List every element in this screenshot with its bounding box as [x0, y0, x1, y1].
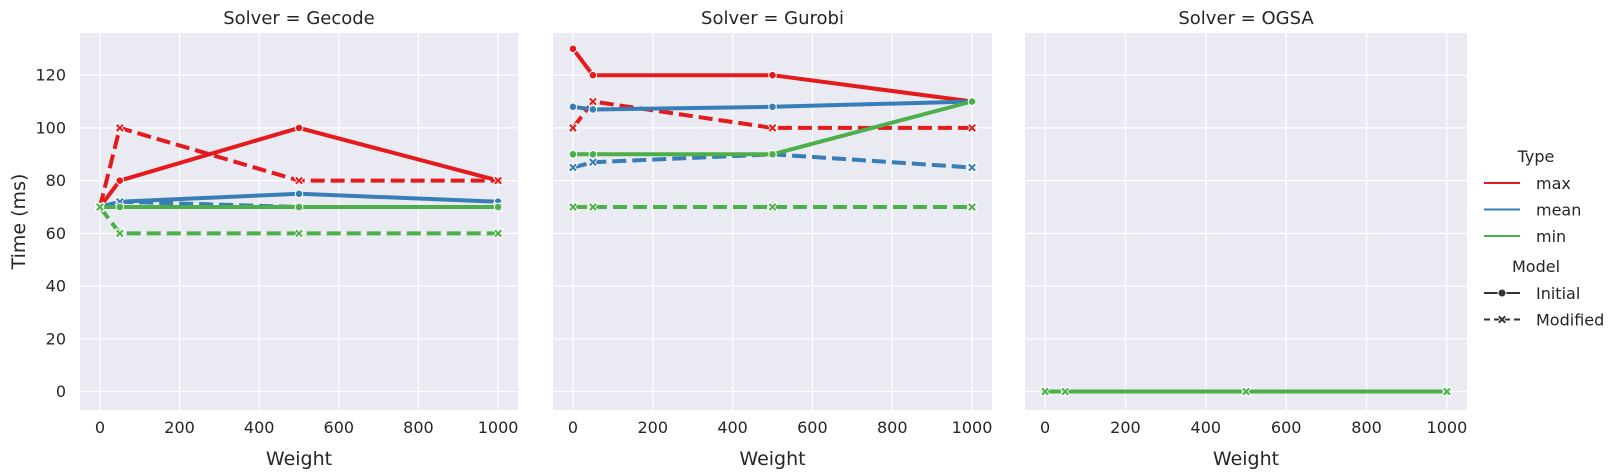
x-tick-label: 1000	[478, 418, 519, 437]
x-tick-label: 0	[95, 418, 105, 437]
x-tick-label: 0	[1040, 418, 1050, 437]
series-line-max-modified	[97, 125, 499, 208]
data-point-max-modified	[114, 122, 125, 133]
data-point-min-modified	[1040, 386, 1051, 397]
legend-label-min: min	[1536, 227, 1566, 246]
series-line-mean-modified	[572, 152, 973, 170]
data-point-mean-modified	[587, 157, 598, 168]
x-tick-label: 1000	[1427, 418, 1468, 437]
facet-background	[80, 33, 518, 410]
legend-marker-modified	[1497, 314, 1507, 325]
legend-label-mean: mean	[1536, 201, 1581, 220]
data-point-min-modified	[1441, 386, 1452, 397]
data-point-min-initial	[768, 149, 777, 159]
data-point-min-modified	[94, 202, 105, 212]
data-point-max-initial	[294, 123, 304, 133]
data-point-max-initial	[568, 44, 578, 54]
data-point-min-modified	[1060, 386, 1071, 397]
legend-label-max: max	[1536, 174, 1571, 193]
y-tick-label: 80	[46, 171, 66, 190]
y-tick-label: 20	[46, 329, 66, 348]
data-point-min-modified	[293, 228, 305, 239]
y-tick-label: 40	[46, 277, 66, 296]
x-tick-label: 200	[164, 418, 195, 437]
series-line-mean-modified	[99, 199, 499, 209]
x-axis-label: Weight	[266, 448, 332, 470]
data-point-max-modified	[293, 175, 305, 186]
x-tick-label: 200	[1110, 418, 1141, 437]
x-axis-label: Weight	[1213, 448, 1279, 470]
legend-marker-initial	[1497, 288, 1507, 298]
x-tick-label: 400	[244, 418, 275, 437]
y-tick-label: 0	[56, 382, 66, 401]
series-line-min-initial	[573, 99, 973, 157]
facets-layer: 0 200 400 600 800 1000 0 20 40 60 80 100 120 Time (ms…	[8, 8, 1467, 470]
series-line-max-modified	[571, 99, 972, 130]
data-point-mean-initial	[568, 102, 578, 112]
data-point-max-modified	[967, 122, 978, 133]
legend-label-initial: Initial	[1536, 284, 1580, 303]
legend: Type max mean min Model Initial Modified	[1484, 147, 1604, 330]
x-tick-label: 600	[324, 418, 355, 437]
facet-title: Solver = Gecode	[223, 8, 375, 29]
facet-title: Solver = OGSA	[1178, 8, 1314, 29]
facet-0: 0 200 400 600 800 1000 0 20 40 60 80 100 120 Time (ms…	[8, 8, 518, 470]
facet-2: 0 200 400 600 800 1000 Weight Solver = OGSA	[1025, 8, 1467, 470]
data-point-min-initial	[493, 202, 503, 212]
x-tick-label: 200	[637, 418, 668, 437]
data-point-max-modified	[567, 122, 578, 133]
x-tick-label: 400	[1191, 418, 1222, 437]
data-point-min-initial	[294, 202, 304, 212]
data-point-min-initial	[115, 202, 125, 212]
x-tick-label: 800	[877, 418, 908, 437]
data-point-max-initial	[588, 70, 598, 80]
series-line-max-initial	[571, 47, 973, 104]
x-tick-label: 800	[403, 418, 434, 437]
x-tick-label: 800	[1351, 418, 1382, 437]
data-point-mean-initial	[588, 105, 598, 114]
x-tick-label: 1000	[952, 418, 993, 437]
series-line-max-initial	[98, 125, 499, 209]
facet-title: Solver = Gurobi	[701, 8, 844, 29]
y-axis-label: Time (ms)	[8, 174, 30, 271]
data-point-min-modified	[1241, 386, 1251, 397]
x-tick-label: 600	[797, 418, 828, 437]
legend-title-type: Type	[1517, 147, 1555, 166]
data-point-max-modified	[493, 175, 504, 186]
x-tick-label: 0	[568, 418, 578, 437]
facet-1: 0 200 400 600 800 1000 Weight Solver = Gurobi	[553, 8, 992, 470]
facet-background	[553, 33, 992, 410]
x-tick-label: 400	[717, 418, 748, 437]
legend-label-modified: Modified	[1536, 311, 1604, 330]
data-point-mean-initial	[294, 189, 304, 199]
data-point-min-initial	[588, 149, 598, 159]
data-point-mean-modified	[567, 162, 578, 173]
data-point-max-initial	[768, 70, 777, 80]
data-point-max-modified	[587, 96, 598, 107]
data-point-min-modified	[114, 228, 125, 239]
data-point-min-modified	[493, 228, 504, 239]
data-point-max-modified	[767, 122, 778, 133]
data-point-min-initial	[568, 149, 578, 159]
data-point-mean-modified	[967, 162, 978, 173]
y-tick-label: 60	[46, 224, 66, 243]
data-point-min-initial	[967, 97, 977, 106]
data-point-max-initial	[115, 176, 125, 185]
data-point-min-modified	[767, 202, 778, 212]
x-tick-label: 600	[1271, 418, 1302, 437]
data-point-min-modified	[567, 202, 578, 212]
y-tick-label: 120	[35, 66, 66, 85]
data-point-mean-initial	[768, 102, 777, 112]
facet-background	[1025, 33, 1467, 410]
legend-title-model: Model	[1512, 257, 1560, 276]
data-point-min-modified	[587, 202, 598, 212]
data-point-min-modified	[967, 202, 978, 212]
x-axis-label: Weight	[739, 448, 805, 470]
series-line-min-modified	[98, 205, 499, 236]
y-tick-label: 100	[35, 118, 66, 137]
series-line-mean-initial	[572, 99, 973, 112]
